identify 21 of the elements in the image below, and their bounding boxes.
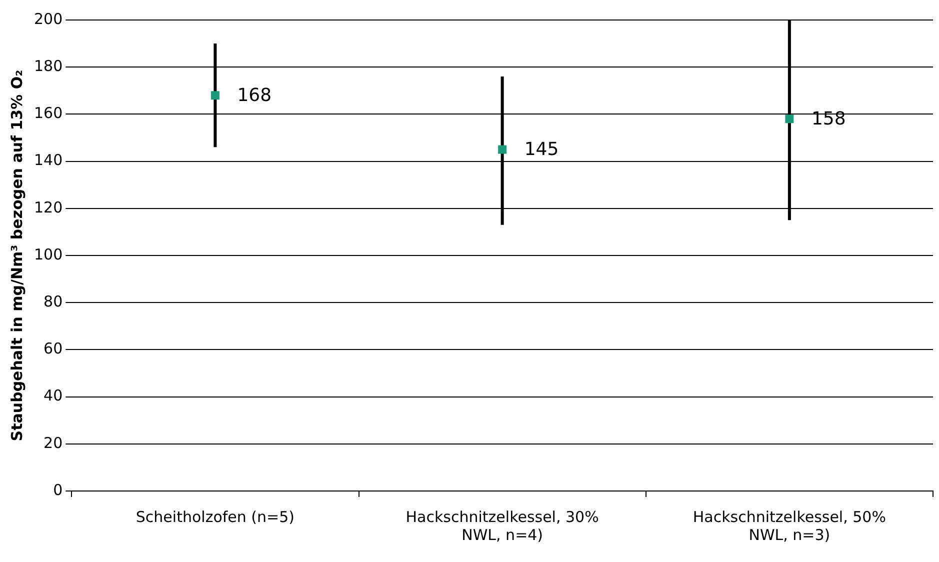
y-tick-label: 120 (34, 198, 63, 216)
y-tick-label: 100 (34, 245, 63, 264)
data-label: 145 (524, 139, 559, 160)
x-tick-label: Hackschnitzelkessel, 50% NWL, n=3) (692, 508, 886, 544)
y-axis-title: Staubgehalt in mg/Nm³ bezogen auf 13% O₂ (8, 70, 26, 442)
y-tick-label: 180 (34, 56, 63, 75)
y-tick-label: 0 (53, 480, 63, 499)
y-tick-label: 140 (34, 151, 63, 170)
point (498, 145, 507, 154)
y-tick-label: 60 (44, 340, 63, 358)
data-label: 168 (237, 85, 272, 106)
x-tick-label: Scheitholzofen (n=5) (136, 508, 294, 526)
data-label: 158 (811, 108, 846, 130)
y-tick-label: 160 (34, 104, 63, 122)
point (785, 114, 794, 124)
y-tick-label: 40 (44, 386, 63, 405)
x-tick-label: Hackschnitzelkessel, 30% NWL, n=4) (406, 508, 599, 544)
y-tick-label: 20 (44, 434, 63, 452)
point (210, 91, 220, 100)
y-tick-label: 80 (44, 292, 63, 310)
y-tick-label: 200 (34, 10, 63, 28)
